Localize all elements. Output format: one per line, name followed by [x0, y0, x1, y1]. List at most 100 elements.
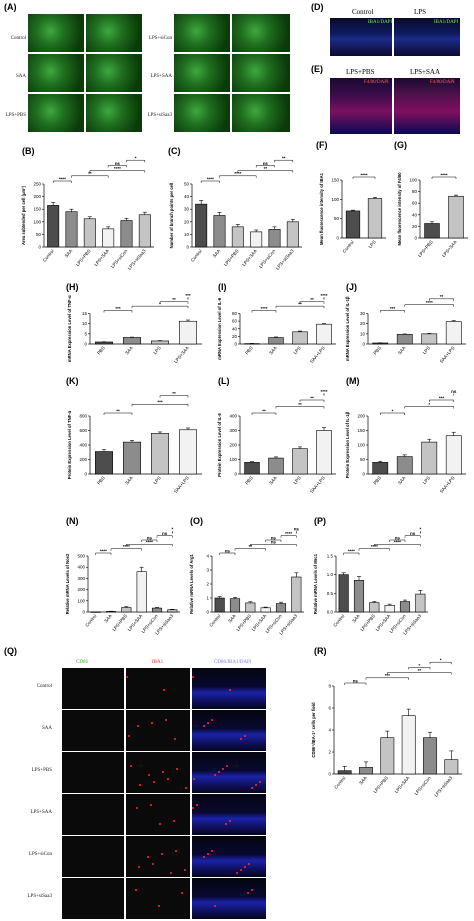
cell-marker [193, 778, 195, 780]
significance-label: ** [298, 302, 302, 307]
significance-bracket [107, 165, 127, 168]
significance-label: **** [207, 176, 214, 181]
significance-label: ** [264, 166, 268, 171]
cell-marker [192, 807, 194, 809]
bar [415, 593, 426, 613]
chart-b: Area subtended per cell (μm²) 0 50 100 150 20… [21, 156, 154, 271]
panel-q-col-label: CD86 [76, 660, 88, 665]
x-tick-label: SAA [64, 248, 74, 258]
panel-e-col-label: LPS+SAA [410, 68, 441, 76]
y-tick-label: 10 [360, 331, 366, 336]
significance-bracket [275, 305, 325, 309]
x-tick-label: LPS+siSaa3 [275, 248, 295, 271]
panel-label-b: (B) [22, 146, 35, 156]
y-tick-label: 100 [357, 443, 365, 448]
micrograph [330, 78, 392, 134]
y-tick-label: 150 [33, 207, 41, 212]
bar [268, 457, 284, 475]
micrograph [126, 710, 190, 751]
bar [372, 342, 389, 345]
y-tick-label: 50 [36, 232, 42, 237]
cell-marker [137, 725, 139, 727]
significance-label: **** [285, 531, 292, 536]
significance-bracket [126, 159, 146, 163]
significance-bracket [251, 310, 277, 313]
chart-i: mRNA Expression Level of IL-6 0 20 40 60 80 PB… [217, 293, 336, 364]
bar [167, 609, 178, 613]
micrograph [232, 14, 290, 52]
x-tick-label: SAA+LPS [309, 345, 326, 364]
x-tick-label: LPS+SAA [394, 775, 411, 794]
significance-label: **** [260, 306, 267, 311]
significance-label: **** [320, 389, 327, 394]
significance-bracket [219, 552, 236, 555]
panel-label-h: (H) [66, 282, 79, 292]
bar [424, 223, 440, 239]
y-axis-label: Number of branch points per cell [169, 183, 174, 249]
panel-label-n: (N) [66, 516, 79, 526]
x-tick-label: LPS+SAA [93, 248, 110, 267]
x-tick-label: SAA [358, 775, 368, 785]
significance-label: **** [59, 176, 66, 181]
significance-label: * [428, 402, 430, 407]
bar [245, 602, 256, 613]
significance-label: *** [115, 306, 121, 311]
bar [367, 198, 383, 239]
cell-marker [226, 765, 228, 767]
cell-marker [139, 784, 141, 786]
bar [353, 579, 365, 613]
significance-label: ** [298, 402, 302, 407]
cell-marker [136, 807, 138, 809]
significance-bracket [103, 310, 133, 313]
significance-label: ns [271, 535, 277, 540]
panel-q-row-label: LPS+SAA [30, 810, 52, 815]
bar [396, 334, 413, 345]
cell-marker [240, 869, 242, 871]
significance-label: ** [282, 156, 286, 161]
x-tick-label: Control [333, 775, 346, 789]
bar [384, 604, 395, 613]
panel-label-k: (K) [66, 376, 79, 386]
significance-bracket [234, 548, 266, 551]
significance-bracket [95, 552, 112, 555]
micrograph [62, 710, 124, 751]
significance-label: * [135, 156, 137, 161]
bar [151, 607, 163, 613]
panel-q-row-label: Control [36, 684, 52, 689]
bar [95, 451, 113, 475]
x-tick-label: PBS [244, 345, 254, 355]
x-tick-label: LPS+PBS [372, 775, 389, 794]
x-tick-label: LPS [152, 345, 161, 355]
cell-marker [151, 722, 153, 724]
y-axis-label: Mean fluorescence intensity of F4/80 [397, 172, 402, 246]
cell-marker [203, 725, 205, 727]
significance-label: **** [320, 293, 327, 298]
micrograph [86, 94, 142, 132]
cell-marker [214, 905, 216, 907]
y-tick-label: 40 [184, 194, 190, 199]
panel-label-q: (Q) [4, 646, 17, 656]
panel-d-col-label: LPS [414, 8, 427, 16]
cell-marker [251, 889, 253, 891]
cell-marker [158, 905, 160, 907]
chart-m: Protein Expression Level of IL-1β 0 50 100 1… [345, 389, 466, 494]
bar [179, 429, 197, 475]
panel-a-row-label: Control [10, 36, 26, 41]
x-tick-label: LPS+PBS [359, 613, 376, 632]
y-tick-label: 1.0 [327, 572, 334, 577]
cell-marker [203, 856, 205, 858]
y-tick-label: 50 [334, 216, 340, 221]
panel-a-row-label: SAA [15, 74, 26, 79]
cell-marker [251, 787, 253, 789]
cell-marker [218, 771, 220, 773]
significance-label: ns [225, 548, 231, 553]
bar [120, 220, 133, 248]
cell-marker [175, 850, 177, 852]
bar [369, 602, 380, 613]
cell-marker [153, 781, 155, 783]
bar [337, 770, 352, 775]
bar [123, 441, 141, 475]
cell-marker [248, 863, 250, 865]
x-tick-label: LPS+PBS [417, 239, 434, 258]
significance-bracket [429, 298, 454, 301]
